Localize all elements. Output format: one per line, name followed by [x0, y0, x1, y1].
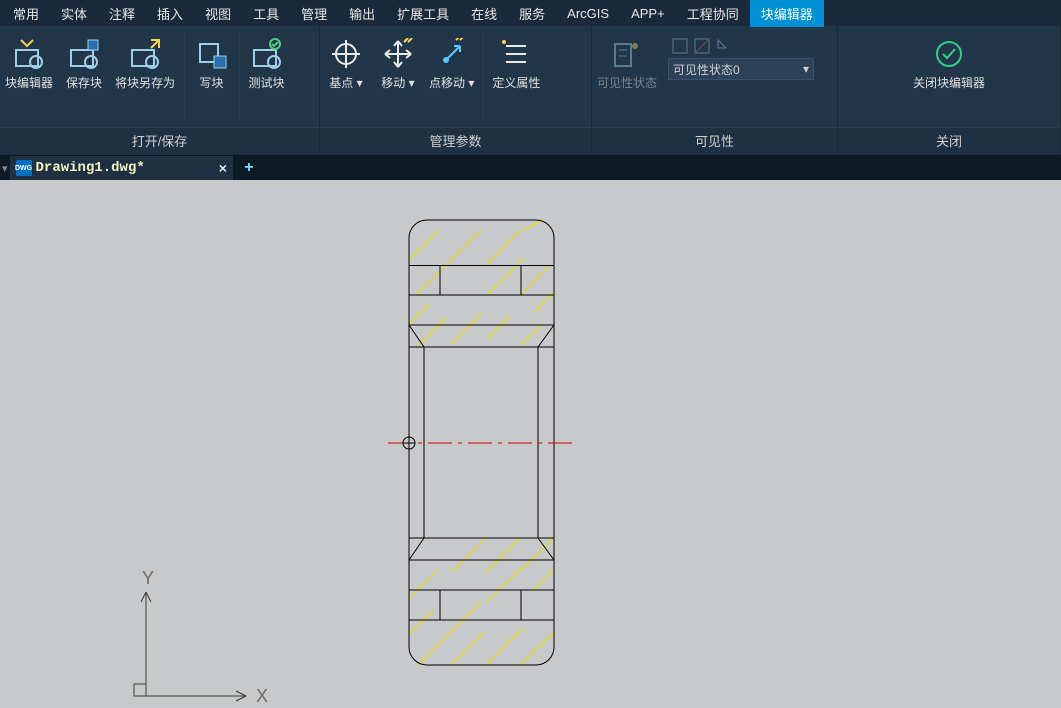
defattr-button[interactable]: 定义属性 [483, 32, 544, 122]
tab-handle-icon[interactable]: ▾ [0, 162, 10, 175]
ribbon: 块编辑器 保存块 将块另存为 [0, 26, 1061, 156]
menu-item-arcgis[interactable]: ArcGIS [556, 2, 620, 25]
menu-item-insert[interactable]: 插入 [146, 0, 194, 27]
defattr-label: 定义属性 [492, 76, 540, 90]
point-move-button[interactable]: 点移动 ▾ [425, 32, 478, 122]
test-block-label: 测试块 [249, 76, 285, 90]
new-tab-button[interactable]: + [239, 158, 259, 178]
menu-item-service[interactable]: 服务 [508, 0, 556, 27]
wblock-button[interactable]: 写块 [184, 32, 234, 122]
wblock-label: 写块 [200, 76, 224, 90]
pointmove-icon [436, 38, 468, 70]
close-block-editor-label: 关闭块编辑器 [913, 76, 985, 90]
vis-make-invisible-icon [692, 36, 712, 56]
vis-make-visible-icon [670, 36, 690, 56]
visibility-dropdown[interactable]: 可见性状态0 ▾ [668, 58, 814, 80]
drawing-svg: XY [0, 180, 1061, 708]
menu-item-block-editor[interactable]: 块编辑器 [750, 0, 824, 27]
menu-item-common[interactable]: 常用 [2, 0, 50, 27]
save-block-button[interactable]: 保存块 [59, 32, 109, 122]
close-editor-icon [933, 38, 965, 70]
menu-bar: 常用 实体 注释 插入 视图 工具 管理 输出 扩展工具 在线 服务 ArcGI… [0, 0, 1061, 26]
chevron-down-icon: ▾ [803, 62, 809, 76]
saveas-block-label: 将块另存为 [115, 76, 175, 90]
visibility-state-button: 可见性状态 [593, 32, 661, 122]
menu-item-solid[interactable]: 实体 [50, 0, 98, 27]
save-block-label: 保存块 [66, 76, 102, 90]
visibility-dropdown-value: 可见性状态0 [673, 61, 740, 78]
document-tab-label: Drawing1.dwg* [36, 160, 145, 176]
block-saveas-icon [129, 38, 161, 70]
visibility-state-label: 可见性状态 [597, 76, 657, 90]
menu-item-extend[interactable]: 扩展工具 [386, 0, 460, 27]
menu-item-appplus[interactable]: APP+ [620, 2, 676, 25]
menu-item-online[interactable]: 在线 [460, 0, 508, 27]
basepoint-icon [330, 38, 362, 70]
move-button[interactable]: 移动 ▾ [373, 32, 423, 122]
basepoint-button[interactable]: 基点 ▾ [321, 32, 371, 122]
svg-text:Y: Y [142, 568, 154, 588]
saveas-block-button[interactable]: 将块另存为 [111, 32, 179, 122]
panel-open-save-label: 打开/保存 [0, 127, 319, 155]
block-editor-label: 块编辑器 [5, 76, 53, 90]
block-edit-icon [13, 38, 45, 70]
panel-close-label: 关闭 [838, 127, 1060, 155]
vis-state-icon [611, 38, 643, 70]
close-block-editor-button[interactable]: 关闭块编辑器 [894, 32, 1004, 122]
point-move-label: 点移动 [429, 76, 465, 90]
block-editor-button[interactable]: 块编辑器 [1, 32, 57, 122]
move-label: 移动 [381, 76, 405, 90]
test-block-icon [251, 38, 283, 70]
menu-item-collab[interactable]: 工程协同 [676, 0, 750, 27]
panel-open-save: 块编辑器 保存块 将块另存为 [0, 26, 320, 155]
drawing-canvas[interactable]: XY [0, 180, 1061, 708]
menu-item-view[interactable]: 视图 [194, 0, 242, 27]
dwg-file-icon: DWG [16, 160, 32, 176]
defattr-icon [500, 38, 532, 70]
document-tab[interactable]: DWG Drawing1.dwg* × [10, 156, 233, 180]
block-save-icon [68, 38, 100, 70]
chevron-down-icon: ▾ [357, 76, 363, 90]
wblock-icon [196, 38, 228, 70]
test-block-button[interactable]: 测试块 [239, 32, 289, 122]
svg-text:X: X [256, 686, 268, 706]
move-icon [382, 38, 414, 70]
menu-item-annotate[interactable]: 注释 [98, 0, 146, 27]
chevron-down-icon: ▾ [468, 76, 474, 90]
panel-manage-params: 基点 ▾ 移动 ▾ 点移动 ▾ [320, 26, 592, 155]
basepoint-label: 基点 [329, 76, 353, 90]
panel-close: 关闭块编辑器 关闭 [838, 26, 1061, 155]
panel-manage-params-label: 管理参数 [320, 127, 591, 155]
document-tab-strip: ▾ DWG Drawing1.dwg* × + [0, 156, 1061, 180]
vis-mode-icon [714, 36, 734, 56]
chevron-down-icon: ▾ [409, 76, 415, 90]
close-tab-icon[interactable]: × [219, 160, 227, 176]
panel-visibility-label: 可见性 [592, 127, 837, 155]
menu-item-tools[interactable]: 工具 [242, 0, 290, 27]
menu-item-manage[interactable]: 管理 [290, 0, 338, 27]
panel-visibility: 可见性状态 可见性状态0 ▾ 可见性 [592, 26, 838, 155]
menu-item-output[interactable]: 输出 [338, 0, 386, 27]
